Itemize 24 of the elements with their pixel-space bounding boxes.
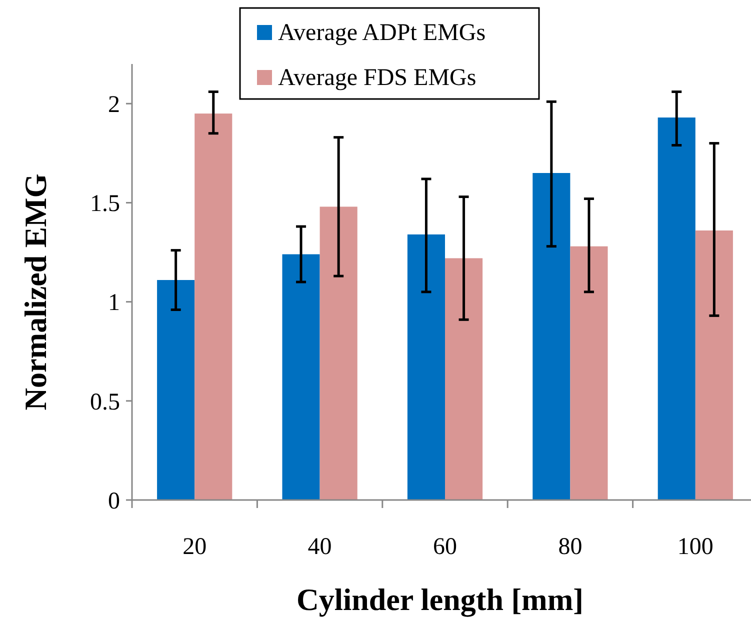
bar <box>532 173 570 500</box>
x-axis-title: Cylinder length [mm] <box>296 582 584 617</box>
y-tick-label: 0.5 <box>90 389 120 416</box>
x-tick-label: 80 <box>558 534 582 560</box>
y-tick-label: 2 <box>108 92 120 118</box>
bar <box>445 258 483 500</box>
y-axis-title: Normalized EMG <box>18 174 53 410</box>
bar <box>695 230 733 500</box>
bar <box>194 114 232 500</box>
legend-label: Average ADPt EMGs <box>278 20 486 46</box>
legend-label: Average FDS EMGs <box>278 65 476 91</box>
bar <box>282 254 320 500</box>
x-tick-label: 100 <box>677 534 714 560</box>
y-tick-label: 1.5 <box>90 191 120 218</box>
bar <box>157 280 195 500</box>
x-tick-label: 20 <box>182 534 207 560</box>
x-tick-label: 60 <box>433 534 457 560</box>
y-tick-label: 1 <box>108 290 120 316</box>
x-tick-label: 40 <box>308 534 332 560</box>
bar <box>570 246 608 500</box>
bar <box>407 234 445 500</box>
bar <box>658 118 696 500</box>
bar <box>320 206 358 500</box>
y-tick-label: 0 <box>108 488 120 514</box>
